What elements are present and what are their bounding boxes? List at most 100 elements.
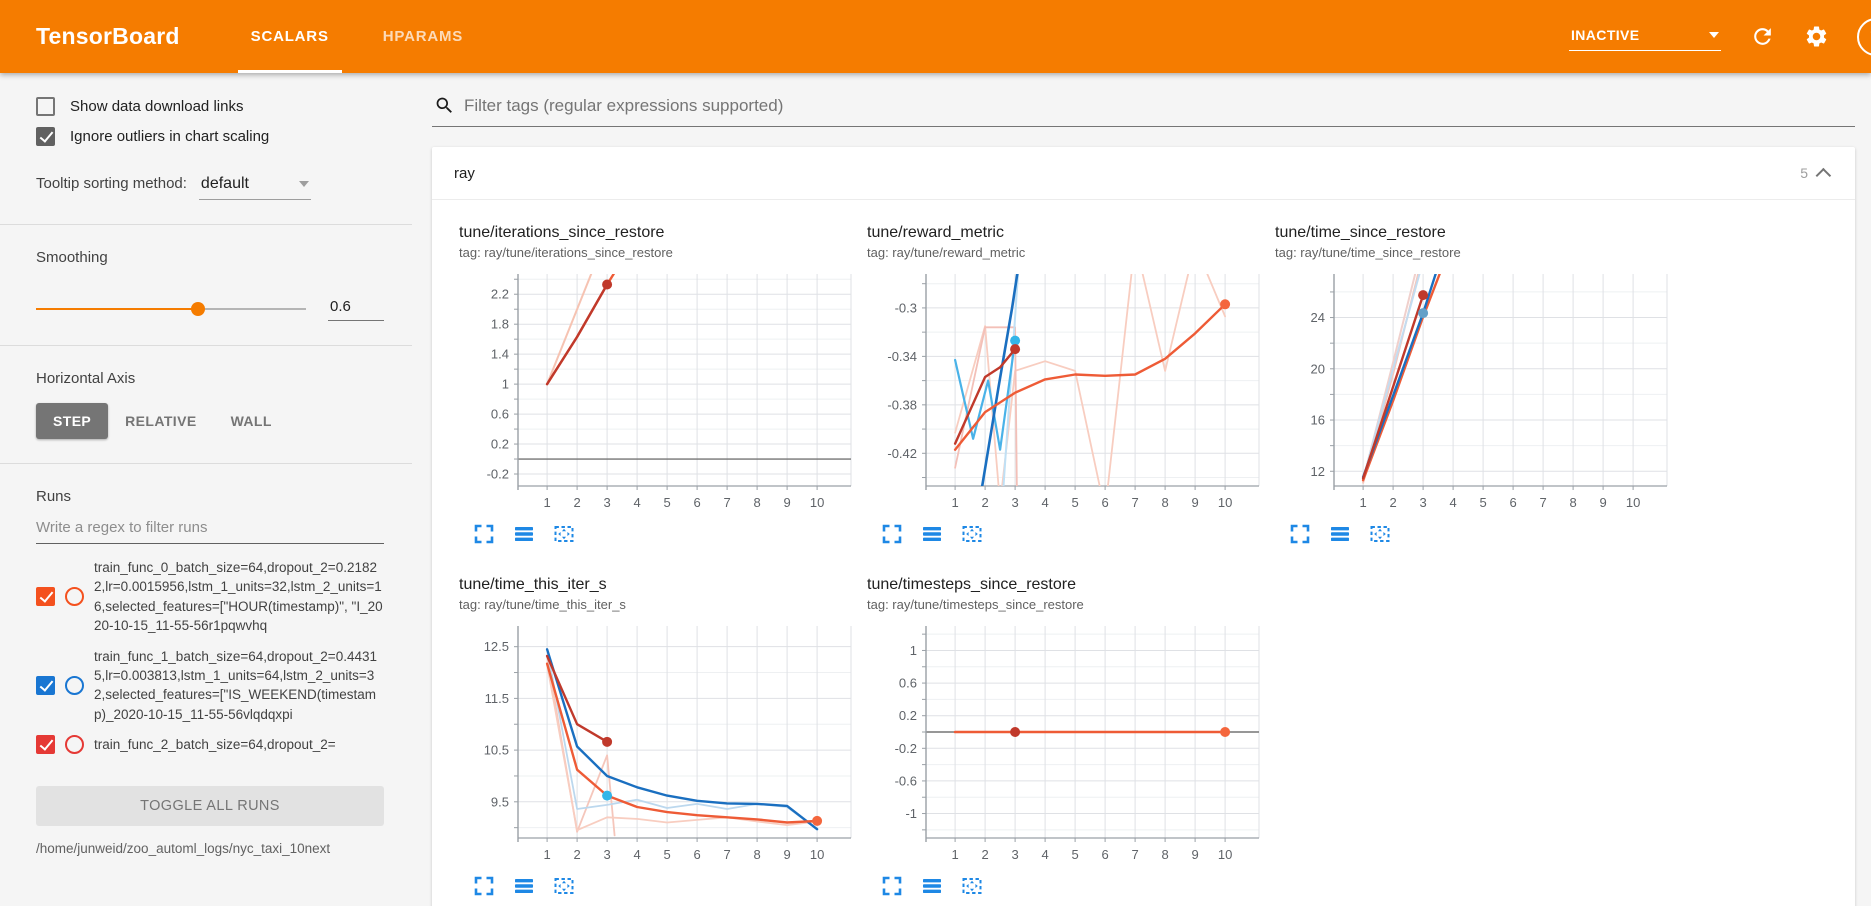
tab-scalars[interactable]: SCALARS bbox=[224, 0, 356, 73]
fit-domain-icon[interactable] bbox=[552, 874, 576, 898]
expand-icon[interactable] bbox=[880, 874, 904, 898]
series-run0-smoothed bbox=[1361, 274, 1441, 482]
svg-text:2: 2 bbox=[1389, 495, 1396, 510]
run-radio[interactable] bbox=[65, 675, 84, 695]
run-checkbox[interactable] bbox=[36, 587, 55, 607]
expand-icon[interactable] bbox=[472, 874, 496, 898]
run-item: train_func_1_batch_size=64,dropout_2=0.4… bbox=[36, 647, 384, 725]
data-table-icon[interactable] bbox=[920, 874, 944, 898]
tab-hparams[interactable]: HPARAMS bbox=[382, 28, 464, 45]
svg-text:2: 2 bbox=[573, 495, 580, 510]
svg-text:9: 9 bbox=[1191, 847, 1198, 862]
svg-text:11.5: 11.5 bbox=[485, 691, 509, 706]
show-download-links-row[interactable]: Show data download links bbox=[36, 97, 384, 116]
line-chart[interactable]: 2.2 1.8 1.4 1 0.6 0.2 -0.2 1 2 3 4 5 6 7 8 9 10 bbox=[459, 266, 853, 518]
line-chart[interactable]: -0.3 -0.34 -0.38 -0.42 1 2 3 4 5 6 7 8 9 10 bbox=[867, 266, 1261, 518]
series-run3-smoothed bbox=[953, 339, 1017, 451]
svg-text:12.5: 12.5 bbox=[484, 639, 509, 654]
svg-text:0.6: 0.6 bbox=[491, 407, 509, 422]
expand-icon[interactable] bbox=[880, 522, 904, 546]
settings-gear-icon[interactable] bbox=[1803, 24, 1829, 50]
fit-domain-icon[interactable] bbox=[1368, 522, 1392, 546]
run-checkbox[interactable] bbox=[36, 675, 55, 695]
endpoint-dot bbox=[1418, 290, 1429, 301]
tooltip-sorting-select[interactable]: default bbox=[198, 173, 311, 200]
svg-text:8: 8 bbox=[1569, 495, 1576, 510]
run-radio[interactable] bbox=[65, 587, 84, 607]
axis-relative-button[interactable]: RELATIVE bbox=[125, 413, 197, 429]
tag-group-card: ray 5 tune/iterations_since_restore tag: … bbox=[432, 147, 1855, 906]
tag-group-count: 5 bbox=[1800, 165, 1808, 181]
series-run0-unsmoothed bbox=[954, 274, 1227, 486]
ignore-outliers-checkbox[interactable] bbox=[36, 127, 55, 146]
data-table-icon[interactable] bbox=[920, 522, 944, 546]
svg-text:10: 10 bbox=[1218, 847, 1232, 862]
chevron-down-icon bbox=[298, 181, 309, 187]
tooltip-sorting-value: default bbox=[200, 175, 249, 192]
data-table-icon[interactable] bbox=[512, 522, 536, 546]
chart-tag: tag: ray/tune/reward_metric bbox=[867, 245, 1026, 260]
top-bar: TensorBoard SCALARS HPARAMS INACTIVE ? bbox=[0, 0, 1871, 73]
run-name: train_func_1_batch_size=64,dropout_2=0.4… bbox=[94, 648, 377, 722]
svg-text:7: 7 bbox=[1131, 847, 1138, 862]
search-icon bbox=[436, 97, 452, 113]
tag-group-header-right: 5 bbox=[1800, 165, 1832, 183]
status-dropdown[interactable]: INACTIVE bbox=[1569, 22, 1721, 51]
smoothing-value[interactable]: 0.6 bbox=[328, 296, 384, 321]
svg-text:20: 20 bbox=[1311, 361, 1325, 376]
svg-text:12: 12 bbox=[1311, 464, 1325, 479]
expand-icon[interactable] bbox=[1288, 522, 1312, 546]
slider-handle[interactable] bbox=[191, 301, 205, 316]
svg-text:10: 10 bbox=[1626, 495, 1640, 510]
ignore-outliers-row[interactable]: Ignore outliers in chart scaling bbox=[36, 127, 384, 146]
axis-wall-button[interactable]: WALL bbox=[230, 413, 272, 429]
svg-text:6: 6 bbox=[1509, 495, 1516, 510]
svg-text:-0.38: -0.38 bbox=[887, 397, 917, 412]
line-chart[interactable]: 1 0.6 0.2 -0.2 -0.6 -1 1 2 3 4 5 6 7 8 9 10 bbox=[867, 618, 1261, 870]
svg-text:-1: -1 bbox=[905, 806, 917, 821]
chart-actions bbox=[867, 870, 1261, 898]
svg-text:3: 3 bbox=[603, 847, 610, 862]
chart-card: tune/reward_metric tag: ray/tune/reward_m… bbox=[867, 224, 1261, 546]
fit-domain-icon[interactable] bbox=[960, 874, 984, 898]
run-checkbox[interactable] bbox=[36, 735, 55, 755]
axis-step-button[interactable]: STEP bbox=[36, 403, 109, 439]
run-radio[interactable] bbox=[65, 735, 84, 755]
svg-text:4: 4 bbox=[1449, 495, 1456, 510]
svg-text:9: 9 bbox=[1599, 495, 1606, 510]
runs-filter-input[interactable] bbox=[36, 519, 384, 536]
data-table-icon[interactable] bbox=[512, 874, 536, 898]
svg-text:-0.34: -0.34 bbox=[887, 349, 917, 364]
toggle-all-runs-button[interactable]: TOGGLE ALL RUNS bbox=[36, 786, 384, 826]
svg-text:1: 1 bbox=[543, 847, 550, 862]
fit-domain-icon[interactable] bbox=[552, 522, 576, 546]
svg-text:8: 8 bbox=[1161, 847, 1168, 862]
svg-text:7: 7 bbox=[1131, 495, 1138, 510]
data-table-icon[interactable] bbox=[1328, 522, 1352, 546]
divider bbox=[0, 224, 412, 225]
tag-filter-field bbox=[432, 91, 1855, 127]
tag-filter-input[interactable] bbox=[464, 95, 1853, 116]
tooltip-sorting-label: Tooltip sorting method: bbox=[36, 175, 187, 192]
chart-card: tune/timesteps_since_restore tag: ray/tun… bbox=[867, 576, 1261, 898]
show-download-links-checkbox[interactable] bbox=[36, 97, 55, 116]
help-icon[interactable]: ? bbox=[1857, 17, 1871, 56]
chart-title: tune/iterations_since_restore bbox=[459, 224, 665, 241]
svg-text:6: 6 bbox=[693, 847, 700, 862]
svg-text:1.8: 1.8 bbox=[491, 317, 509, 332]
chart-title: tune/time_this_iter_s bbox=[459, 576, 607, 593]
svg-text:9: 9 bbox=[1191, 495, 1198, 510]
chevron-up-icon[interactable] bbox=[1815, 167, 1832, 183]
runs-box: train_func_0_batch_size=64,dropout_2=0.2… bbox=[36, 544, 384, 826]
line-chart[interactable]: 12.5 11.5 10.5 9.5 1 2 3 4 5 6 7 8 9 10 bbox=[459, 618, 853, 870]
fit-domain-icon[interactable] bbox=[960, 522, 984, 546]
smoothing-slider[interactable] bbox=[36, 301, 306, 316]
svg-text:9: 9 bbox=[783, 847, 790, 862]
refresh-icon[interactable] bbox=[1749, 24, 1775, 50]
expand-icon[interactable] bbox=[472, 522, 496, 546]
slider-fill bbox=[36, 307, 198, 310]
horizontal-axis-buttons: STEP RELATIVE WALL bbox=[36, 403, 384, 439]
tag-group-header[interactable]: ray 5 bbox=[432, 147, 1855, 200]
svg-text:1: 1 bbox=[543, 495, 550, 510]
